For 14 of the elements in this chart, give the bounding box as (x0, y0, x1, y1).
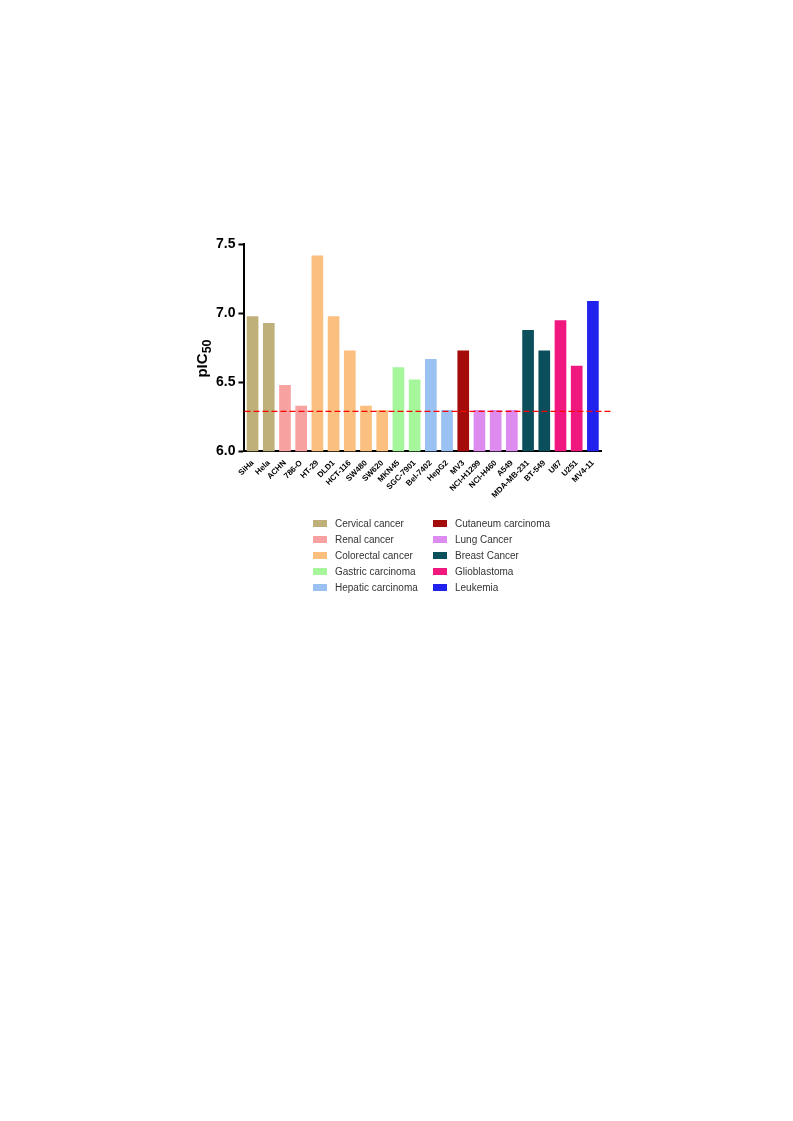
legend-label: Renal cancer (335, 533, 394, 545)
legend-label: Breast Cancer (455, 549, 519, 561)
legend-label: Cervical cancer (335, 517, 404, 529)
legend-label: Hepatic carcinoma (335, 581, 418, 593)
y-tick-label: 7.0 (215, 304, 236, 321)
legend-label: Cutaneum carcinoma (455, 517, 551, 529)
y-tick-label: 7.5 (215, 235, 236, 252)
legend-label: Colorectal cancer (335, 549, 413, 561)
y-tick-label: 6.0 (215, 442, 236, 459)
y-tick-label: 6.5 (215, 373, 236, 390)
legend-label: Leukemia (455, 581, 499, 593)
legend-label: Gastric carcinoma (335, 565, 416, 577)
legend-label: Glioblastoma (455, 565, 514, 577)
legend-label: Lung Cancer (455, 533, 513, 545)
